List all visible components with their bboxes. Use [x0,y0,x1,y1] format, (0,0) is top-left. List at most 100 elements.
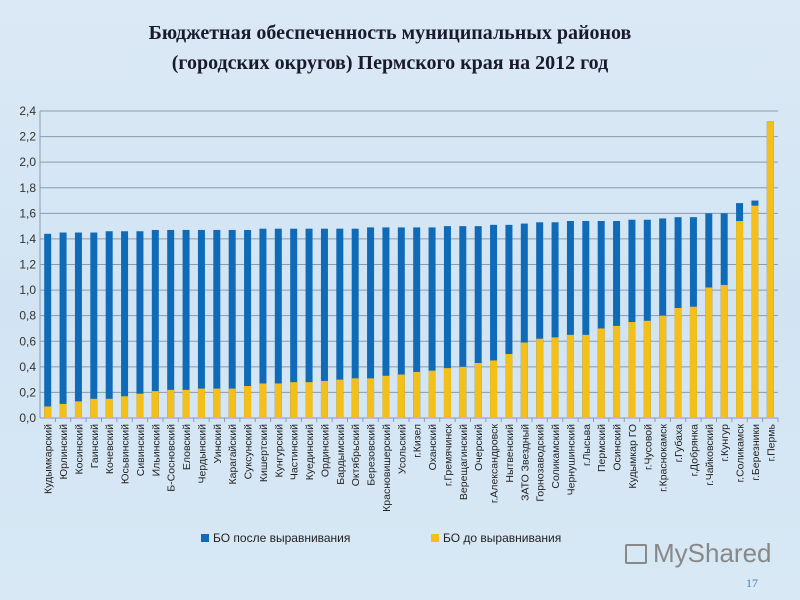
bar-before [151,391,159,418]
bar-after [582,221,590,418]
x-tick-label: г.Соликамск [735,424,747,483]
bar-before [228,388,236,418]
legend-swatch-blue [201,534,209,542]
bar-after [643,219,651,418]
bar-before [520,342,528,418]
x-tick-label: г.Чайковский [704,424,716,486]
x-tick-label: г.Александровск [489,424,501,504]
bar-after [367,227,375,418]
x-tick-label: Юрлинский [58,424,70,480]
watermark-text: MyShared [653,538,772,568]
x-tick-label: Усольский [396,424,408,474]
bar-after [336,228,344,418]
bar-after [474,226,482,418]
bar-after [59,232,67,418]
x-tick-label: Бардымский [335,424,347,485]
bar-before [659,315,667,418]
bar-before [167,389,175,418]
bar-after [259,228,267,418]
bar-before [736,221,744,418]
y-tick-label: 1,0 [19,283,36,297]
bar-after [628,219,636,418]
title-line-1: Бюджетная обеспеченность муниципальных р… [148,22,632,44]
legend-item-before: БО до выравнивания [431,531,561,545]
legend-label-before: БО до выравнивания [443,531,562,545]
y-tick-label: 1,2 [19,258,36,272]
bar-before [90,398,98,418]
y-tick-label: 0,2 [19,385,36,399]
y-tick-label: 1,4 [19,232,36,246]
bar-before [705,287,713,418]
bar-before [413,371,421,418]
y-tick-label: 0,0 [19,411,36,425]
bar-after [182,229,190,418]
bar-before [244,386,252,418]
bar-before [474,362,482,418]
bar-before [766,121,774,418]
y-tick-label: 2,2 [19,130,36,144]
x-tick-label: Кудымкар ГО [627,424,639,489]
x-tick-label: Куединский [304,424,316,480]
x-tick-label: ЗАТО Звездный [519,424,531,501]
x-tick-label: Ильинский [150,424,162,477]
x-tick-label: Б-Сосновский [166,424,178,492]
x-tick-label: г.Кунгур [719,424,731,462]
x-tick-label: г.Пермь [765,423,777,461]
bar-before [689,306,697,418]
bar-after [566,221,574,418]
x-tick-label: Гаинский [89,424,101,468]
bar-before [597,328,605,418]
bar-after [320,228,328,418]
bar-after [167,229,175,418]
bar-after [490,224,498,418]
x-tick-label: Сивинский [135,424,147,476]
bar-before [674,307,682,418]
x-tick-label: Октябрьский [350,424,362,486]
x-tick-label: г.Лысьва [581,424,593,466]
x-tick-label: Чернушинский [565,424,577,496]
x-tick-label: г.Чусовой [642,424,654,470]
y-tick-label: 1,8 [19,181,36,195]
x-tick-label: г.Краснокамск [658,424,670,492]
x-tick-label: Соликамский [550,424,562,489]
bar-after [274,228,282,418]
x-tick-label: Суксунский [243,424,255,480]
y-tick-label: 2,4 [19,104,36,118]
bar-after [136,231,144,418]
bar-before [536,338,544,418]
x-tick-label: Юсьвинский [120,424,132,484]
bar-after [551,222,559,418]
bar-after [397,227,405,418]
chart-title: Бюджетная обеспеченность муниципальных р… [0,18,780,78]
bar-after [305,228,313,418]
y-tick-label: 1,6 [19,206,36,220]
y-tick-label: 0,8 [19,309,36,323]
bar-before [459,366,467,418]
bar-after [520,223,528,418]
x-tick-label: Кудымкарский [43,424,55,494]
y-tick-label: 2,0 [19,155,36,169]
bar-after [90,232,98,418]
x-tick-label: Красновишерский [381,424,393,512]
x-tick-label: Частинский [289,424,301,480]
bar-before [720,284,728,418]
bar-before [197,388,205,418]
x-tick-label: Горнозаводский [535,424,547,502]
bar-before [259,383,267,418]
bar-after [213,229,221,418]
bar-before [305,382,313,418]
bar-before [44,406,52,418]
x-tick-label: г.Губаха [673,424,685,463]
bar-after [351,228,359,418]
x-tick-label: Еловский [181,424,193,470]
x-tick-label: Кунгурский [273,424,285,478]
bar-before [320,380,328,418]
bar-after [105,231,113,418]
x-tick-label: Уинский [212,424,224,464]
title-line-2: (городских округов) Пермского края на 20… [171,52,609,74]
legend-item-after: БО после выравнивания [201,531,350,545]
legend-label-after: БО после выравнивания [213,531,351,545]
bar-before [274,383,282,418]
bar-before [628,322,636,418]
